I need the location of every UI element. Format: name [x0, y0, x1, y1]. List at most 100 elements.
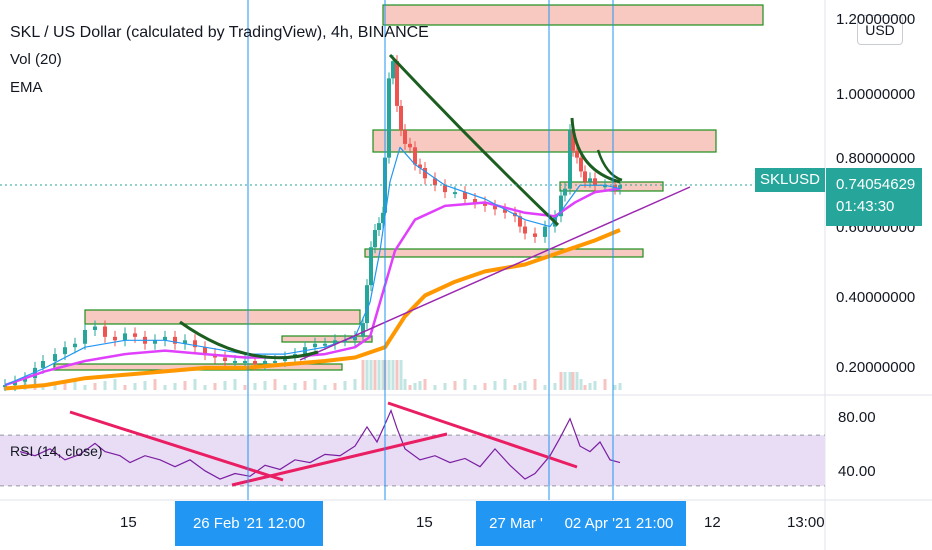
volume-bar — [213, 383, 217, 390]
candle — [463, 192, 467, 199]
candle — [543, 226, 547, 237]
candle — [603, 185, 607, 188]
ascending-trendline — [299, 186, 691, 361]
candle — [413, 147, 417, 165]
volume-bar — [568, 372, 572, 390]
price-axis-label: 1.00000000 — [836, 86, 916, 103]
candle — [387, 78, 391, 158]
candle — [203, 347, 207, 355]
candle — [253, 360, 257, 365]
candle — [163, 336, 167, 341]
volume-bar — [387, 360, 391, 390]
symbol-tag: SKLUSD — [755, 168, 825, 192]
volume-bar — [173, 383, 177, 390]
volume-bar — [463, 379, 467, 390]
rsi-axis-label: 40.00 — [838, 463, 876, 480]
candle — [313, 343, 317, 348]
candle — [63, 347, 67, 355]
volume-bar — [263, 381, 267, 390]
volume-bar — [408, 385, 412, 390]
candle — [83, 329, 87, 344]
time-axis-label: 12 — [704, 514, 721, 531]
volume-bar — [518, 383, 522, 390]
candle — [403, 130, 407, 144]
price-axis-label: 0.80000000 — [836, 150, 916, 167]
top-resistance-zone — [382, 4, 764, 26]
ema-slow-line — [4, 228, 621, 391]
time-axis-label: 15 — [120, 514, 137, 531]
ema-legend[interactable]: EMA — [10, 79, 43, 96]
left-resistance-zone — [84, 309, 361, 325]
candle — [323, 343, 327, 346]
volume-bar — [575, 372, 579, 390]
candle — [273, 360, 277, 363]
candle — [493, 205, 497, 210]
time-axis-label: 13:00 — [787, 514, 825, 531]
volume-bar — [613, 385, 617, 390]
candle — [173, 336, 177, 344]
candle — [588, 178, 592, 182]
volume-bar — [353, 379, 357, 390]
candle — [571, 130, 575, 151]
rsi-line — [19, 408, 621, 480]
candle — [381, 212, 385, 224]
volume-bar — [365, 360, 369, 390]
volume-bar — [373, 360, 377, 390]
volume-bar — [293, 383, 297, 390]
candle — [377, 223, 381, 231]
candle — [263, 360, 267, 365]
candle — [575, 150, 579, 158]
volume-bar — [579, 379, 583, 390]
candle — [3, 385, 7, 388]
candle — [593, 178, 597, 186]
ema-fast-line — [4, 146, 621, 386]
volume-legend[interactable]: Vol (20) — [10, 51, 62, 68]
currency-button[interactable]: USD — [857, 15, 903, 45]
volume-bar — [41, 385, 45, 390]
upper-resistance-zone — [372, 129, 717, 153]
chart-title: SKL / US Dollar (calculated by TradingVi… — [10, 24, 429, 41]
current-price-tag: 0.74054629 01:43:30 — [826, 168, 922, 226]
volume-bar — [588, 383, 592, 390]
volume-bar — [418, 381, 422, 390]
volume-bar — [133, 383, 137, 390]
rsi-axis-label: 80.00 — [838, 409, 876, 426]
candle — [579, 157, 583, 172]
volume-bar — [618, 383, 622, 390]
volume-bar — [423, 379, 427, 390]
volume-bar — [503, 379, 507, 390]
volume-bar — [333, 383, 337, 390]
volume-bar — [143, 381, 147, 390]
price-axis-label: 0.20000000 — [836, 359, 916, 376]
volume-bar — [243, 385, 247, 390]
volume-bar — [543, 385, 547, 390]
volume-bar — [583, 385, 587, 390]
rsi-legend[interactable]: RSI (14, close) — [10, 443, 103, 459]
volume-bar — [433, 385, 437, 390]
candle — [133, 333, 137, 337]
volume-bar — [253, 383, 257, 390]
candle — [423, 167, 427, 179]
volume-bar — [153, 379, 157, 390]
volume-bar — [473, 385, 477, 390]
candle — [453, 192, 457, 195]
volume-bar — [603, 379, 607, 390]
time-highlight-tag: 26 Feb '21 12:00 — [175, 501, 323, 546]
volume-bar — [343, 381, 347, 390]
volume-bar — [323, 385, 327, 390]
mid-support-zone — [364, 248, 644, 258]
volume-bar — [559, 372, 563, 390]
candle — [23, 378, 27, 382]
candle — [123, 333, 127, 341]
candle — [243, 360, 247, 363]
current-price-value: 0.74054629 — [836, 176, 916, 193]
volume-bar — [63, 381, 67, 390]
time-highlight-tag: 27 Mar ' — [476, 501, 556, 546]
candle — [361, 323, 365, 337]
candle — [518, 216, 522, 227]
volume-bar — [183, 381, 187, 390]
candle — [353, 336, 357, 341]
lower-support-zone — [281, 335, 373, 343]
